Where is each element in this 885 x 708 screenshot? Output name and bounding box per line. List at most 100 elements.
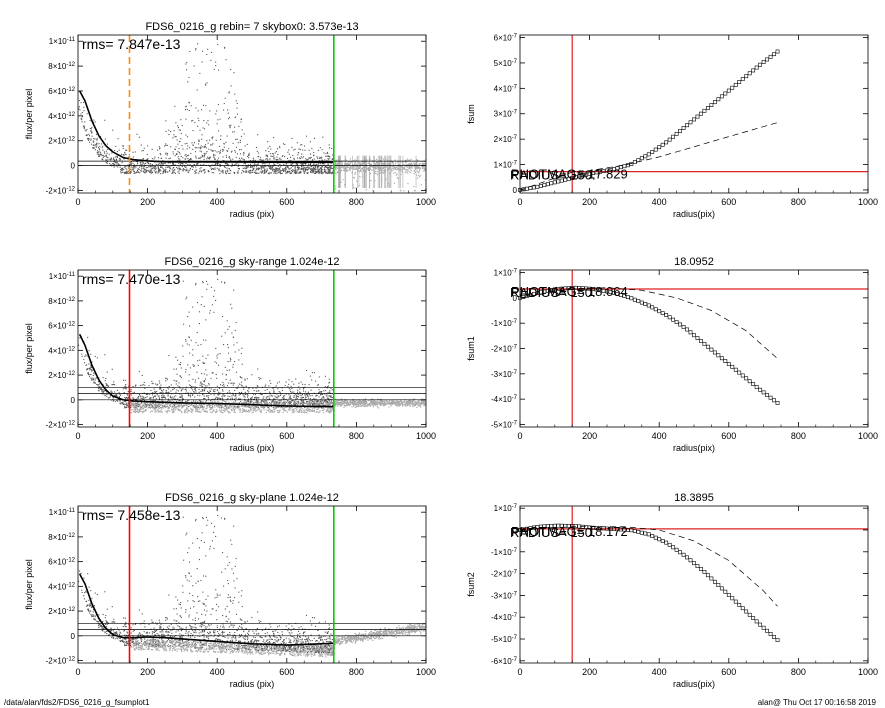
data-point xyxy=(124,386,126,388)
data-point xyxy=(217,130,220,132)
data-point xyxy=(285,167,287,169)
data-point xyxy=(259,159,261,161)
data-point xyxy=(145,171,147,173)
data-point xyxy=(243,171,245,173)
data-point xyxy=(115,165,117,167)
data-point xyxy=(222,384,224,387)
data-point-outer xyxy=(373,399,375,402)
data-point xyxy=(331,389,333,391)
data-point xyxy=(181,145,183,147)
data-point xyxy=(325,155,327,157)
data-point xyxy=(178,386,180,388)
data-point xyxy=(289,391,292,393)
data-point xyxy=(249,166,251,168)
data-point xyxy=(185,106,187,108)
data-point xyxy=(219,118,221,120)
data-point-outer xyxy=(374,170,376,173)
data-point xyxy=(164,145,166,147)
data-point xyxy=(146,170,148,172)
data-point xyxy=(210,407,212,409)
data-point-outer xyxy=(366,168,368,170)
data-point xyxy=(303,169,305,171)
data-point-outer xyxy=(372,167,374,169)
data-point xyxy=(272,398,275,400)
data-point xyxy=(328,172,330,174)
data-point xyxy=(153,167,155,169)
data-point xyxy=(91,127,93,129)
data-point xyxy=(310,168,312,170)
data-point xyxy=(192,166,194,168)
data-point xyxy=(117,163,119,165)
data-point xyxy=(203,169,205,171)
data-point xyxy=(83,125,85,127)
data-point xyxy=(223,47,226,49)
data-point xyxy=(325,389,327,392)
data-point-outer xyxy=(359,171,361,173)
data-point xyxy=(235,156,237,158)
data-point xyxy=(230,124,232,126)
data-point xyxy=(208,395,210,397)
data-point xyxy=(188,101,190,103)
data-point xyxy=(288,159,290,162)
data-point xyxy=(141,170,143,172)
data-point xyxy=(198,391,200,393)
data-point xyxy=(157,149,159,151)
data-point xyxy=(159,392,161,394)
data-point-outer xyxy=(342,401,344,403)
data-point xyxy=(204,397,206,400)
data-point xyxy=(117,156,119,158)
data-point xyxy=(304,171,306,173)
data-point xyxy=(164,170,166,172)
data-point-outer xyxy=(375,162,377,164)
data-point xyxy=(317,166,319,168)
data-point xyxy=(220,398,222,400)
data-point xyxy=(217,394,219,396)
data-point-outer xyxy=(368,404,370,406)
data-point xyxy=(240,118,242,120)
data-point xyxy=(122,153,124,156)
data-point-outer xyxy=(365,402,367,404)
data-point xyxy=(126,172,128,174)
data-point xyxy=(320,157,322,159)
data-point xyxy=(169,167,171,169)
data-point xyxy=(174,398,176,400)
data-point xyxy=(203,305,205,307)
data-point xyxy=(156,384,158,386)
data-point-sky xyxy=(224,410,226,413)
data-point xyxy=(306,173,309,175)
data-point xyxy=(140,144,142,146)
data-point-outer xyxy=(408,401,410,403)
data-point xyxy=(295,171,297,173)
data-point xyxy=(214,290,216,292)
data-point xyxy=(207,354,209,356)
data-point-sky xyxy=(167,406,169,408)
data-point xyxy=(224,395,226,397)
data-point xyxy=(172,153,174,155)
data-point xyxy=(125,172,127,174)
data-point xyxy=(314,167,316,169)
data-point-outer xyxy=(367,399,370,402)
data-point xyxy=(318,166,320,168)
data-point xyxy=(106,152,108,154)
data-point xyxy=(162,406,164,408)
data-point xyxy=(194,122,196,124)
data-point xyxy=(315,172,317,174)
data-point xyxy=(90,130,92,132)
data-point xyxy=(151,405,153,407)
data-point-outer xyxy=(418,163,420,166)
data-point xyxy=(96,145,98,147)
data-point-sky xyxy=(263,406,265,408)
data-point xyxy=(109,158,111,160)
data-point xyxy=(179,141,181,143)
data-point xyxy=(236,107,238,109)
data-point xyxy=(327,152,329,154)
data-point xyxy=(158,403,160,406)
data-point xyxy=(174,136,176,138)
data-point xyxy=(151,168,153,170)
data-point xyxy=(130,405,132,407)
data-point xyxy=(324,159,326,161)
data-point xyxy=(221,405,223,407)
data-point xyxy=(185,166,187,168)
data-point-sky xyxy=(197,411,199,413)
data-point xyxy=(322,159,324,161)
